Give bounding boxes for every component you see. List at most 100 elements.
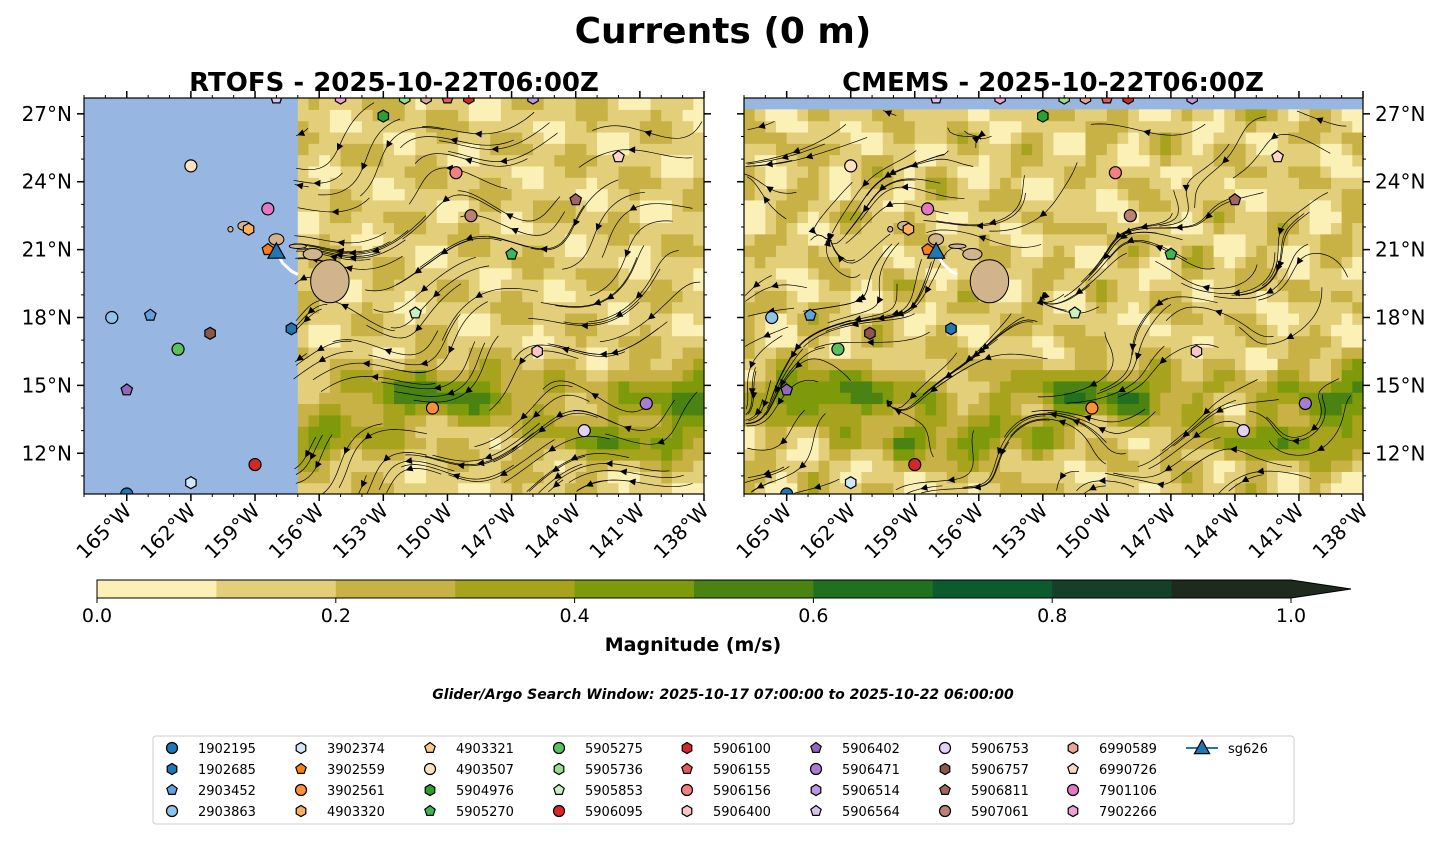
streamline-arrow bbox=[1072, 419, 1081, 426]
speed-cell bbox=[968, 426, 980, 439]
speed-cell bbox=[639, 131, 652, 144]
speed-cell bbox=[882, 471, 895, 484]
speed-cell bbox=[361, 188, 374, 201]
speed-cell bbox=[1106, 143, 1119, 156]
speed-cell bbox=[1074, 120, 1087, 133]
speed-cell bbox=[447, 403, 459, 416]
speed-cell bbox=[765, 222, 777, 235]
speed-cell bbox=[978, 346, 991, 359]
streamline-arrow bbox=[554, 472, 562, 480]
speed-cell bbox=[458, 211, 470, 224]
speed-cell bbox=[1117, 290, 1129, 303]
speed-cell bbox=[361, 312, 374, 325]
speed-cell bbox=[415, 245, 427, 257]
speed-cell bbox=[693, 143, 704, 156]
float-marker-5907061 bbox=[1123, 209, 1137, 223]
speed-cell bbox=[468, 245, 481, 257]
speed-cell bbox=[914, 120, 927, 133]
speed-cell bbox=[754, 437, 766, 450]
speed-cell bbox=[818, 267, 830, 280]
speed-cell bbox=[404, 120, 416, 133]
speed-cell bbox=[436, 211, 449, 224]
speed-cell bbox=[372, 165, 384, 178]
speed-cell bbox=[490, 414, 502, 427]
speed-cell bbox=[957, 346, 969, 359]
speed-cell bbox=[1128, 426, 1140, 439]
speed-cell bbox=[946, 256, 959, 269]
x-tick-label: 150°W bbox=[1051, 498, 1116, 563]
speed-cell bbox=[1149, 471, 1161, 484]
speed-cell bbox=[415, 143, 427, 156]
speed-cell bbox=[479, 188, 491, 201]
speed-cell bbox=[1202, 437, 1215, 450]
speed-cell bbox=[308, 222, 320, 235]
speed-cell bbox=[458, 358, 470, 371]
speed-cell bbox=[1341, 312, 1353, 325]
speed-cell bbox=[1032, 369, 1044, 382]
speed-cell bbox=[661, 177, 673, 190]
speed-cell bbox=[1096, 460, 1108, 472]
speed-cell bbox=[1042, 165, 1055, 178]
streamline-arrow bbox=[433, 384, 442, 391]
speed-cell bbox=[989, 482, 1001, 494]
speed-cell bbox=[861, 131, 873, 144]
speed-cell bbox=[1352, 335, 1363, 348]
speed-cell bbox=[957, 199, 969, 212]
speed-cell bbox=[693, 98, 704, 110]
streamline-arrow bbox=[552, 465, 560, 473]
speed-cell bbox=[607, 177, 620, 190]
speed-cell bbox=[1341, 290, 1353, 303]
speed-cell bbox=[500, 369, 513, 382]
speed-cell bbox=[618, 301, 630, 314]
streamline-arrow bbox=[414, 266, 423, 274]
speed-cell bbox=[458, 222, 470, 235]
speed-cell bbox=[415, 267, 427, 280]
speed-cell bbox=[361, 245, 374, 257]
speed-cell bbox=[671, 392, 684, 405]
float-marker-5906100 bbox=[1122, 98, 1135, 105]
speed-cell bbox=[629, 177, 641, 190]
float-marker-6990726 bbox=[1271, 150, 1285, 163]
speed-cell bbox=[436, 471, 449, 484]
speed-cell bbox=[936, 109, 948, 122]
speed-cell bbox=[840, 312, 852, 325]
speed-cell bbox=[575, 358, 588, 371]
speed-cell bbox=[618, 256, 630, 269]
speed-cell bbox=[372, 460, 384, 472]
speed-cell bbox=[297, 471, 310, 484]
speed-cell bbox=[1106, 414, 1119, 427]
speed-cell bbox=[840, 165, 852, 178]
speed-cell bbox=[1096, 188, 1108, 201]
speed-cell bbox=[872, 131, 884, 144]
speed-cell bbox=[818, 165, 830, 178]
speed-cell bbox=[340, 165, 352, 178]
speed-cell bbox=[607, 222, 620, 235]
speed-cell bbox=[575, 335, 588, 348]
speed-cell bbox=[607, 211, 620, 224]
speed-cell bbox=[404, 403, 416, 416]
colorbar-label: Magnitude (m/s) bbox=[605, 634, 782, 656]
speed-cell bbox=[1053, 290, 1065, 303]
speed-cell bbox=[565, 312, 577, 325]
speed-cell bbox=[978, 245, 991, 257]
speed-cell bbox=[447, 98, 459, 110]
speed-cell bbox=[468, 279, 481, 291]
speed-cell bbox=[1160, 460, 1172, 472]
speed-cell bbox=[618, 233, 630, 246]
speed-cell bbox=[426, 188, 438, 201]
speed-cell bbox=[1298, 256, 1311, 269]
speed-cell bbox=[351, 120, 363, 133]
speed-cell bbox=[1053, 154, 1065, 167]
float-marker-5906753 bbox=[1236, 424, 1251, 438]
speed-cell bbox=[1170, 233, 1183, 246]
speed-cell bbox=[1032, 279, 1044, 291]
speed-cell bbox=[586, 131, 598, 144]
speed-cell bbox=[1298, 471, 1311, 484]
speed-cell bbox=[671, 346, 684, 359]
speed-cell bbox=[1106, 222, 1119, 235]
speed-cell bbox=[1096, 165, 1108, 178]
speed-cell bbox=[1010, 460, 1023, 472]
speed-cell bbox=[565, 245, 577, 257]
speed-cell bbox=[629, 222, 641, 235]
speed-cell bbox=[1298, 120, 1311, 133]
